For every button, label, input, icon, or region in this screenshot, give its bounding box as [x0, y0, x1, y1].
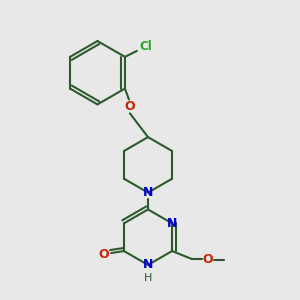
Text: H: H — [144, 273, 152, 283]
Text: O: O — [202, 254, 213, 266]
Text: N: N — [143, 186, 153, 199]
Text: O: O — [99, 248, 110, 260]
Text: N: N — [143, 258, 153, 272]
Text: Cl: Cl — [140, 40, 153, 53]
Text: N: N — [167, 217, 177, 230]
Text: O: O — [124, 100, 135, 113]
